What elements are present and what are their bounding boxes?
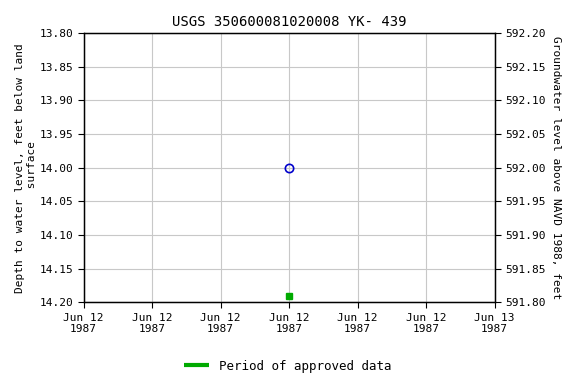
Y-axis label: Depth to water level, feet below land
 surface: Depth to water level, feet below land su… (15, 43, 37, 293)
Y-axis label: Groundwater level above NAVD 1988, feet: Groundwater level above NAVD 1988, feet (551, 36, 561, 299)
Title: USGS 350600081020008 YK- 439: USGS 350600081020008 YK- 439 (172, 15, 406, 29)
Legend: Period of approved data: Period of approved data (179, 355, 397, 378)
